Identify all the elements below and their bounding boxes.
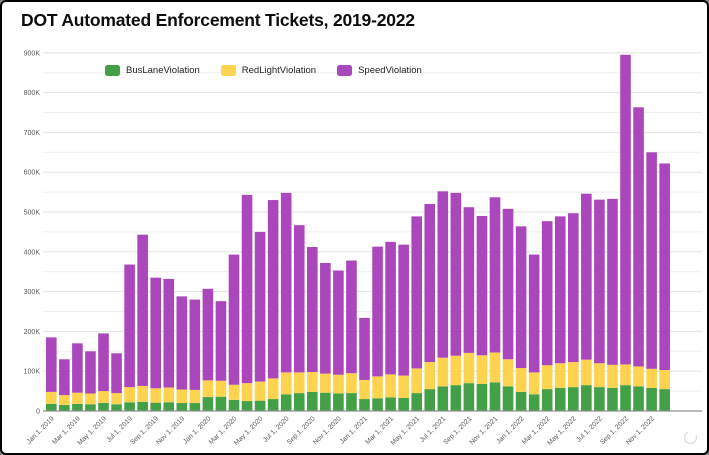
svg-text:Nov 1, 2019: Nov 1, 2019	[155, 415, 186, 446]
bar-sep-2022	[620, 54, 631, 411]
bar-apr-2022	[554, 216, 566, 411]
svg-text:800K: 800K	[24, 90, 41, 97]
bar-nov-2022	[646, 152, 657, 411]
bar-mar-2020	[228, 254, 240, 411]
bar-jan-2021	[359, 317, 370, 411]
bar-apr-2019	[85, 351, 96, 411]
svg-text:Nov 1, 2021: Nov 1, 2021	[469, 415, 500, 446]
bar-sep-2021	[463, 207, 475, 411]
bar-mar-2019	[72, 343, 83, 411]
legend-item-redlight[interactable]: RedLightViolation	[220, 65, 317, 76]
bar-dec-2020	[346, 260, 357, 411]
bar-nov-2020	[333, 270, 344, 411]
bar-jan-2020	[202, 288, 214, 411]
bar-aug-2019	[137, 234, 148, 411]
bar-jun-2019	[111, 353, 122, 411]
svg-text:200K: 200K	[24, 329, 41, 336]
bar-nov-2019	[176, 296, 188, 411]
bar-jul-2021	[437, 191, 449, 411]
bar-oct-2022	[633, 107, 644, 411]
chart-title: DOT Automated Enforcement Tickets, 2019-…	[21, 10, 415, 30]
bar-dec-2019	[189, 299, 201, 411]
legend-item-speed[interactable]: SpeedViolation	[337, 65, 422, 76]
chart-legend: BusLaneViolation RedLightViolation Speed…	[105, 65, 422, 76]
svg-text:Nov 1, 2022: Nov 1, 2022	[625, 415, 656, 446]
redlight-swatch-icon	[220, 65, 236, 76]
legend-label-speed: SpeedViolation	[358, 65, 422, 76]
bar-dec-2021	[502, 208, 514, 411]
svg-text:300K: 300K	[24, 289, 41, 296]
buslane-swatch-icon	[105, 65, 120, 76]
bar-feb-2020	[215, 301, 227, 411]
bar-mar-2021	[385, 241, 396, 411]
bar-oct-2020	[320, 262, 331, 411]
svg-text:100K: 100K	[24, 369, 41, 376]
svg-text:700K: 700K	[24, 130, 41, 137]
bar-feb-2022	[528, 254, 540, 411]
bar-may-2019	[98, 333, 109, 411]
bar-jan-2022	[515, 226, 527, 411]
bar-aug-2021	[450, 192, 462, 411]
bar-may-2021	[411, 216, 422, 411]
bar-jan-2019	[46, 337, 57, 411]
bar-nov-2021	[489, 197, 501, 411]
bar-sep-2019	[150, 277, 161, 411]
bar-dec-2022	[659, 163, 670, 411]
bar-oct-2021	[476, 215, 488, 411]
bar-aug-2022	[607, 198, 618, 411]
bar-jul-2019	[124, 264, 135, 411]
bar-jun-2022	[581, 193, 592, 411]
bar-may-2022	[568, 213, 579, 411]
svg-text:900K: 900K	[24, 50, 41, 57]
watermark	[683, 431, 698, 445]
bar-apr-2020	[241, 194, 253, 411]
y-axis-labels: 0 100K 200K 300K 400K 500K 600K 700K 800K 900K	[24, 50, 41, 415]
bar-jul-2020	[280, 192, 292, 411]
svg-text:500K: 500K	[24, 210, 41, 217]
legend-item-buslane[interactable]: BusLaneViolation	[105, 65, 200, 76]
bar-jun-2021	[424, 204, 436, 411]
bars	[46, 54, 670, 411]
bar-jun-2020	[267, 200, 279, 411]
bar-jul-2022	[594, 199, 605, 411]
bar-sep-2020	[307, 247, 318, 411]
legend-label-redlight: RedLightViolation	[241, 65, 317, 76]
bar-may-2020	[254, 231, 266, 411]
svg-text:Nov 1, 2020: Nov 1, 2020	[312, 415, 343, 446]
bar-mar-2022	[541, 221, 553, 411]
svg-text:600K: 600K	[24, 170, 41, 177]
legend-label-buslane: BusLaneViolation	[126, 65, 200, 76]
bar-oct-2019	[163, 278, 175, 411]
speed-swatch-icon	[337, 65, 353, 76]
bar-aug-2020	[293, 225, 305, 411]
svg-text:400K: 400K	[24, 249, 41, 256]
bar-feb-2021	[372, 246, 383, 411]
bar-apr-2021	[398, 244, 409, 411]
bar-feb-2019	[59, 359, 70, 411]
svg-text:0: 0	[36, 409, 40, 416]
